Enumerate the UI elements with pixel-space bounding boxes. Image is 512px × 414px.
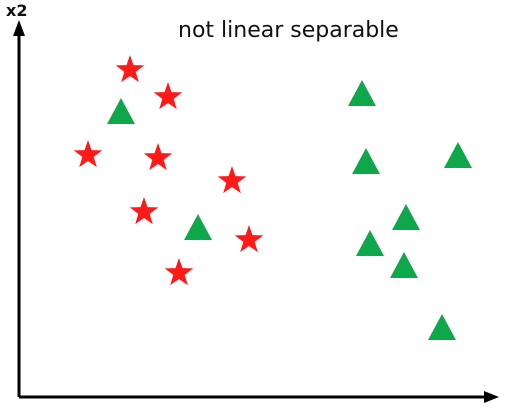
triangle-icon xyxy=(184,214,212,240)
y-axis-label: x2 xyxy=(6,1,28,20)
star-icon xyxy=(234,225,264,253)
star-icon xyxy=(153,82,183,110)
triangle-icon xyxy=(392,204,420,230)
diagram-title: not linear separable xyxy=(178,18,399,43)
star-icon xyxy=(143,143,173,171)
star-icon xyxy=(164,258,194,286)
star-icon xyxy=(73,140,103,168)
triangle-icon xyxy=(390,252,418,278)
triangle-icon xyxy=(444,142,472,168)
triangle-icon xyxy=(107,98,135,124)
triangle-icon xyxy=(356,230,384,256)
y-axis-arrowhead xyxy=(13,20,25,36)
data-markers xyxy=(73,55,472,340)
x-axis-arrowhead xyxy=(484,391,499,403)
triangle-icon xyxy=(352,148,380,174)
star-icon xyxy=(115,55,145,83)
triangle-icon xyxy=(348,80,376,106)
star-icon xyxy=(217,166,247,194)
triangle-icon xyxy=(428,314,456,340)
star-icon xyxy=(129,197,159,225)
